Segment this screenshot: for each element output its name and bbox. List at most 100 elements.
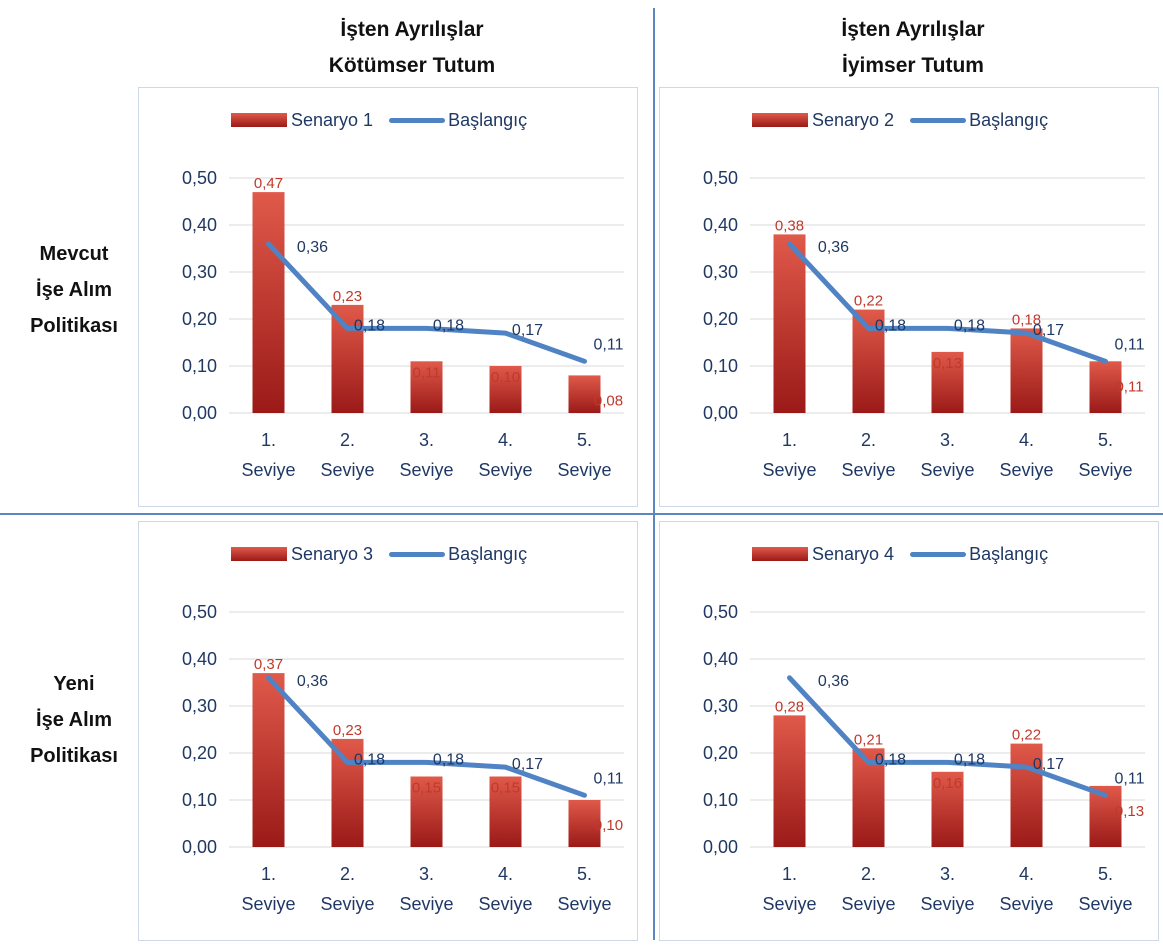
x-tick-label: Seviye [762,460,816,480]
line-data-label: 0,18 [954,317,985,334]
line-data-label: 0,18 [875,317,906,334]
bar-data-label: 0,13 [1115,803,1144,820]
y-tick-label: 0,30 [182,262,217,282]
y-tick-label: 0,10 [182,356,217,376]
bar [410,776,443,847]
x-tick-label: 5. [1098,430,1113,450]
series-line [266,241,587,364]
x-tick-label: Seviye [1078,894,1132,914]
bar [331,304,364,413]
y-tick-label: 0,10 [182,790,217,810]
legend-line-swatch [910,551,967,557]
x-tick-label: 3. [419,430,434,450]
x-tick-label: Seviye [478,460,532,480]
x-tick-label: 2. [340,430,355,450]
x-tick-label: Seviye [241,460,295,480]
y-tick-label: 0,20 [182,309,217,329]
column-header-line2: Kötümser Tutum [328,54,496,77]
line-data-label: 0,11 [1115,770,1145,787]
x-tick-label: 1. [782,864,797,884]
bar [1010,328,1043,413]
x-tick-label: Seviye [762,894,816,914]
y-tick-label: 0,30 [703,696,738,716]
x-tick-label: 5. [577,430,592,450]
line-data-label: 0,36 [818,239,849,256]
x-tick-label: 5. [1098,864,1113,884]
line-data-label: 0,17 [1033,756,1064,773]
chart-panel-scenario-2: Senaryo 2 Başlangıç 0,00 0,10 0,20 0,30 0,40… [659,87,1159,507]
bar-data-label: 0,21 [854,731,883,748]
bar [568,375,601,413]
x-tick-label: Seviye [999,894,1053,914]
line-data-label: 0,11 [594,770,624,787]
x-tick-label: Seviye [320,460,374,480]
x-tick-label: Seviye [399,460,453,480]
x-tick-label: 1. [261,864,276,884]
line-data-label: 0,17 [512,322,543,339]
y-tick-label: 0,50 [182,602,217,622]
bar [410,361,443,413]
line-data-label: 0,36 [818,673,849,690]
legend-bar-label: Senaryo 1 [291,109,374,130]
legend-bar-swatch [752,547,808,561]
chart-plot: 0,00 0,10 0,20 0,30 0,40 0,50 1. Seviye 2. Seviye… [703,602,1145,914]
bar-data-label: 0,38 [775,217,804,234]
x-tick-label: 4. [498,864,513,884]
row-header-line2: İşe Alım [36,709,112,731]
bar-data-label: 0,22 [854,293,883,310]
y-tick-label: 0,40 [703,649,738,669]
y-tick-label: 0,00 [703,403,738,423]
horizontal-divider [0,513,1163,515]
line-data-label: 0,36 [297,673,328,690]
line-data-label: 0,36 [297,239,328,256]
chart-legend: Senaryo 4 Başlangıç [752,540,1048,568]
x-tick-label: 5. [577,864,592,884]
y-tick-label: 0,00 [182,837,217,857]
y-tick-label: 0,40 [182,215,217,235]
column-header-line2: İyimser Tutum [842,54,984,77]
chart-panel-scenario-4: Senaryo 4 Başlangıç 0,00 0,10 0,20 0,30 0,40… [659,521,1159,941]
bar-data-label: 0,15 [491,780,520,797]
bar [252,673,285,847]
y-tick-label: 0,00 [182,403,217,423]
bar-data-label: 0,18 [1012,311,1041,328]
bar-data-label: 0,22 [1012,727,1041,744]
x-tick-label: Seviye [478,894,532,914]
chart-legend: Senaryo 1 Başlangıç [231,106,527,134]
x-tick-label: 3. [419,864,434,884]
column-header-line1: İşten Ayrılışlar [340,18,484,41]
x-tick-label: Seviye [920,894,974,914]
legend-line-swatch [910,117,967,123]
row-header-line1: Yeni [53,673,95,695]
line-data-label: 0,18 [433,317,464,334]
bar [252,192,285,413]
chart-plot: 0,00 0,10 0,20 0,30 0,40 0,50 1. Seviye 2. Seviye… [703,168,1145,480]
bar [1010,743,1043,847]
legend-bar-swatch [231,547,287,561]
chart-panel-scenario-3: Senaryo 3 Başlangıç 0,00 0,10 0,20 0,30 0,40… [138,521,638,941]
x-tick-label: 2. [861,430,876,450]
y-tick-label: 0,40 [182,649,217,669]
y-tick-label: 0,20 [703,743,738,763]
column-header-pessimistic: İşten Ayrılışlar Kötümser Tutum [232,12,592,84]
series-line [787,675,1108,798]
legend-bar-swatch [752,113,808,127]
line-data-label: 0,18 [433,751,464,768]
bar [773,715,806,847]
legend-bar-swatch [231,113,287,127]
x-tick-label: 3. [940,864,955,884]
line-data-label: 0,18 [875,751,906,768]
line-data-label: 0,11 [1115,336,1145,353]
row-header-line3: Politikası [30,315,118,337]
row-header-line2: İşe Alım [36,279,112,301]
row-header-new-policy: Yeni İşe Alım Politikası [10,666,138,774]
x-tick-label: Seviye [320,894,374,914]
bar [931,771,964,847]
x-tick-label: 4. [1019,430,1034,450]
column-header-optimistic: İşten Ayrılışlar İyimser Tutum [733,12,1093,84]
y-tick-label: 0,30 [703,262,738,282]
row-header-current-policy: Mevcut İşe Alım Politikası [10,236,138,344]
chart-panel-scenario-1: Senaryo 1 Başlangıç 0,00 0,10 0,20 0,30 0,40… [138,87,638,507]
x-tick-label: 4. [1019,864,1034,884]
x-tick-label: Seviye [999,460,1053,480]
